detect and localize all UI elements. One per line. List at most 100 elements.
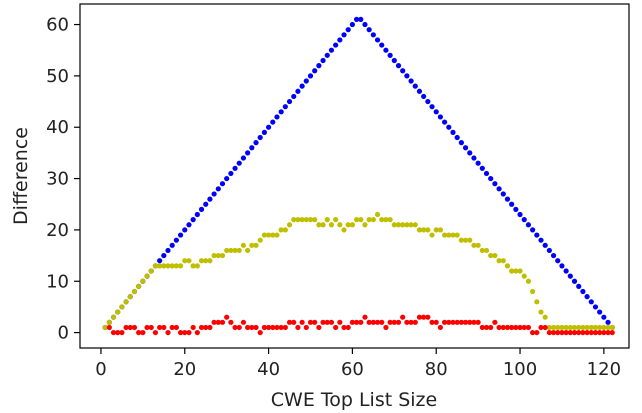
series-0 <box>102 16 615 331</box>
data-point <box>312 319 318 325</box>
data-point <box>173 263 179 269</box>
data-point <box>240 242 247 248</box>
data-point <box>165 247 171 254</box>
data-point <box>136 283 142 289</box>
y-tick-label: 10 <box>46 271 69 292</box>
data-point <box>161 263 167 269</box>
data-point <box>270 119 276 125</box>
data-point <box>530 329 536 336</box>
data-point <box>312 68 318 74</box>
data-point <box>286 319 293 325</box>
data-point <box>115 309 121 315</box>
data-point <box>571 278 578 284</box>
data-point <box>492 181 498 187</box>
data-point <box>203 324 209 331</box>
data-point <box>249 324 255 331</box>
data-point <box>345 27 351 33</box>
data-point <box>173 237 179 243</box>
data-point <box>437 227 444 233</box>
data-point <box>152 263 159 269</box>
data-point <box>291 93 297 100</box>
data-point <box>278 324 284 331</box>
x-tick-label: 80 <box>425 359 448 380</box>
data-point <box>333 217 339 223</box>
data-point <box>353 319 360 325</box>
data-point <box>152 329 159 336</box>
data-point <box>224 175 230 182</box>
data-point <box>140 278 146 284</box>
data-point <box>584 294 590 300</box>
data-point <box>236 247 242 254</box>
data-point <box>249 145 255 151</box>
data-point <box>605 324 611 331</box>
series-1 <box>102 211 615 331</box>
data-point <box>182 258 188 264</box>
data-point <box>467 319 473 325</box>
x-tick-label: 40 <box>257 359 280 380</box>
data-point <box>588 324 594 331</box>
data-point <box>182 227 188 233</box>
data-point <box>245 150 251 156</box>
data-point <box>106 324 112 331</box>
data-point <box>592 329 599 336</box>
data-point <box>194 211 200 218</box>
data-point <box>198 206 205 212</box>
data-point <box>517 211 523 218</box>
data-point <box>462 319 469 325</box>
data-point <box>425 227 431 233</box>
data-point <box>190 263 196 269</box>
data-point <box>245 324 251 331</box>
x-tick-label: 120 <box>587 359 621 380</box>
data-point <box>207 196 213 202</box>
data-point <box>429 104 435 110</box>
data-point <box>224 314 230 320</box>
data-point <box>253 140 259 146</box>
data-point <box>446 124 452 130</box>
data-point <box>483 170 490 177</box>
data-point <box>601 329 607 336</box>
data-point <box>559 263 565 269</box>
data-point <box>483 324 490 331</box>
data-point <box>416 227 423 233</box>
data-point <box>597 309 603 315</box>
data-point <box>513 206 519 212</box>
data-point <box>169 263 175 269</box>
data-point <box>119 329 125 336</box>
data-point <box>182 329 188 336</box>
data-point <box>442 119 448 125</box>
data-point <box>442 319 448 325</box>
data-point <box>253 242 259 248</box>
data-point <box>442 232 448 238</box>
data-point <box>525 222 532 228</box>
data-point <box>500 258 506 264</box>
data-point <box>286 98 293 105</box>
data-point <box>425 98 431 105</box>
data-point <box>161 252 167 259</box>
data-point <box>513 268 519 274</box>
data-point <box>576 283 582 289</box>
data-point <box>534 299 540 305</box>
data-point <box>148 268 154 274</box>
data-point <box>576 324 582 331</box>
data-point <box>374 211 381 218</box>
data-point <box>488 175 494 182</box>
data-point <box>148 324 154 331</box>
data-point <box>421 227 427 233</box>
data-point <box>387 319 393 325</box>
data-point <box>224 247 230 254</box>
data-point <box>165 329 171 336</box>
data-point <box>307 217 314 223</box>
data-point <box>257 237 263 243</box>
data-point <box>157 263 163 269</box>
data-point <box>412 83 418 89</box>
data-point <box>232 324 238 331</box>
data-point <box>450 319 456 325</box>
data-point <box>395 222 402 228</box>
data-point <box>483 247 490 254</box>
data-point <box>379 42 385 48</box>
data-point <box>207 258 213 264</box>
data-point <box>454 319 460 325</box>
data-point <box>576 329 582 336</box>
data-point <box>140 329 146 336</box>
